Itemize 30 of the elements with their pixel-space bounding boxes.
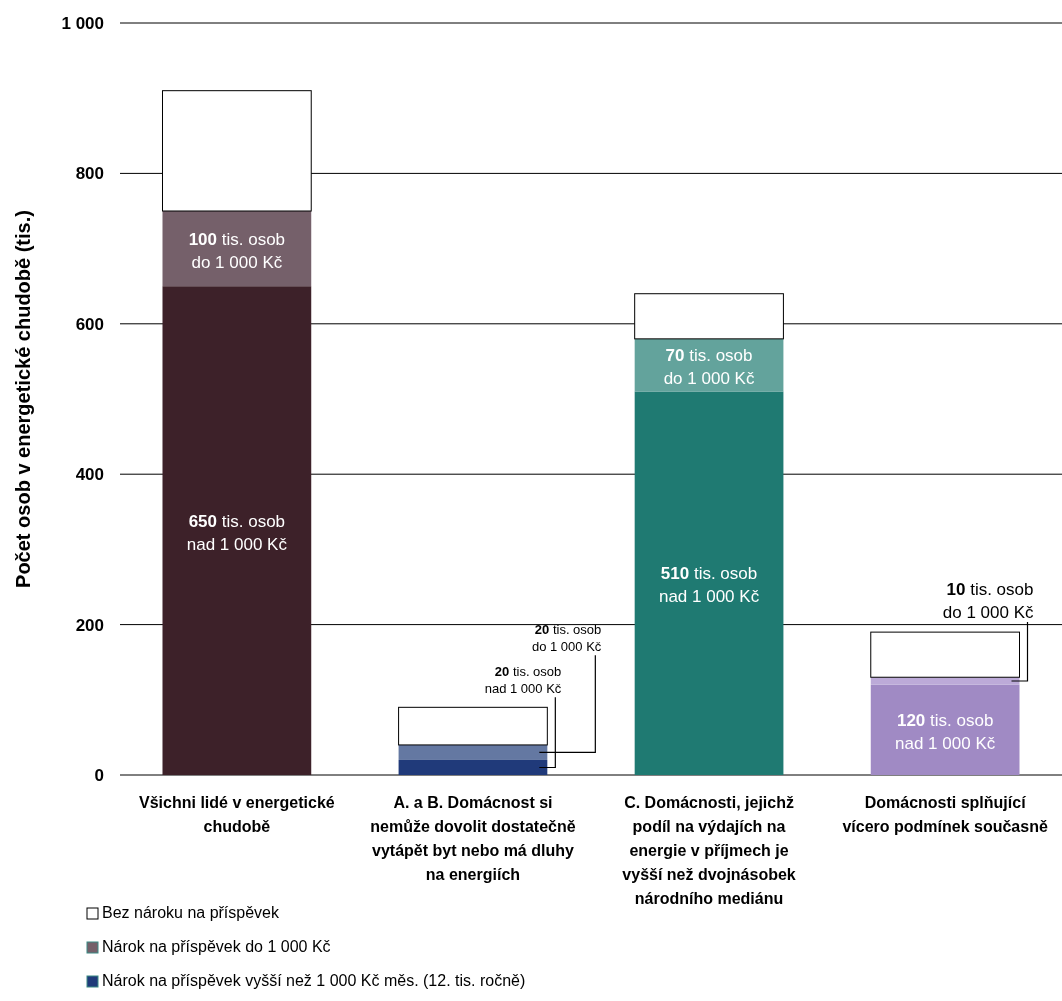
data-label: 70 tis. osob do 1 000 Kč xyxy=(663,346,755,389)
legend-label: Nárok na příspěvek do 1 000 Kč xyxy=(102,938,331,955)
data-label: 510 tis. osob nad 1 000 Kč xyxy=(658,564,760,607)
bar xyxy=(870,631,1020,678)
bar xyxy=(162,286,312,775)
data-label: 20 tis. osob nad 1 000 Kč xyxy=(484,663,562,697)
legend-label: Bez nároku na příspěvek xyxy=(102,904,280,921)
x-tick-label: A. a B. Domácnost si nemůže dovolit dostatečně vytápět byt nebo má dluhy na energiích xyxy=(370,794,576,883)
data-label: 10 tis. osob do 1 000 Kč xyxy=(942,580,1034,623)
bar xyxy=(870,684,1020,775)
y-tick-label: 0 xyxy=(94,765,104,785)
x-tick-label: Všichni lidé v energetické chudobě xyxy=(139,794,335,835)
data-label: 100 tis. osob do 1 000 Kč xyxy=(188,229,286,272)
x-tick-label: C. Domácnosti, jejichž podíl na výdajích na energie v příjmech je vyšší než dvojnásobek národního mediánu xyxy=(622,794,796,907)
y-axis-title: Počet osob v energetické chudobě (tis.) xyxy=(12,210,34,588)
y-tick-label: 1 000 xyxy=(61,13,104,33)
bar xyxy=(398,706,548,746)
y-tick-label: 400 xyxy=(75,465,104,485)
y-tick-label: 800 xyxy=(75,164,104,184)
y-tick-label: 200 xyxy=(75,615,104,635)
bar xyxy=(870,677,1020,685)
bar xyxy=(398,759,548,775)
bar xyxy=(634,391,784,775)
data-label: 20 tis. osob do 1 000 Kč xyxy=(531,621,602,655)
bar xyxy=(398,744,548,760)
data-label: 650 tis. osob nad 1 000 Kč xyxy=(186,511,288,554)
y-tick-label: 600 xyxy=(75,314,104,334)
x-tick-label: Domácnosti splňující vícero podmínek současně xyxy=(842,794,1048,835)
data-label: 120 tis. osob nad 1 000 Kč xyxy=(895,710,996,753)
legend-label: Nárok na příspěvek vyšší než 1 000 Kč měs. (12. tis. ročně) xyxy=(102,972,526,989)
